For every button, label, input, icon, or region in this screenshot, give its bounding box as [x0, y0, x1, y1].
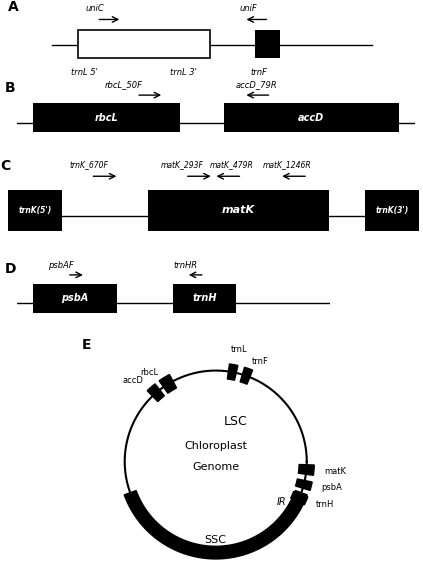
Polygon shape — [298, 465, 314, 475]
Bar — [365, 189, 419, 230]
Bar — [173, 284, 236, 313]
Text: D: D — [4, 262, 16, 276]
Bar — [224, 103, 398, 132]
Bar — [33, 103, 180, 132]
Polygon shape — [159, 375, 176, 393]
Text: trnHR: trnHR — [173, 260, 198, 269]
Text: matK_1246R: matK_1246R — [263, 160, 311, 169]
Polygon shape — [296, 479, 312, 490]
Text: accD: accD — [122, 376, 143, 385]
Text: IR: IR — [277, 497, 286, 507]
Polygon shape — [291, 492, 308, 505]
Text: C: C — [0, 159, 11, 173]
Text: B: B — [5, 81, 16, 95]
Text: accD: accD — [298, 113, 324, 123]
Text: matK: matK — [222, 205, 255, 215]
Text: IR: IR — [127, 497, 137, 507]
Text: trnL 5': trnL 5' — [71, 68, 98, 76]
Text: accD_79R: accD_79R — [236, 81, 277, 89]
Text: rbcL_50F: rbcL_50F — [104, 81, 143, 89]
Text: rbcL: rbcL — [94, 113, 118, 123]
Polygon shape — [147, 384, 165, 402]
Text: trnF: trnF — [252, 358, 269, 366]
Text: matK_479R: matK_479R — [209, 160, 253, 169]
Text: matK_293F: matK_293F — [160, 160, 203, 169]
Text: trnK(5'): trnK(5') — [19, 206, 52, 215]
Text: trnL 3': trnL 3' — [170, 68, 197, 76]
Bar — [255, 30, 280, 58]
Text: Chloroplast: Chloroplast — [184, 442, 247, 452]
Bar — [8, 189, 62, 230]
Text: psbAF: psbAF — [48, 260, 74, 269]
Text: psbA: psbA — [61, 293, 88, 303]
Text: trnL: trnL — [231, 345, 247, 354]
Polygon shape — [240, 368, 253, 384]
Text: LSC: LSC — [224, 415, 248, 427]
Text: psbA: psbA — [321, 483, 342, 492]
Text: rbcL: rbcL — [140, 368, 158, 377]
Text: trnF: trnF — [251, 68, 268, 76]
Text: E: E — [82, 338, 91, 352]
Polygon shape — [227, 364, 238, 380]
Text: uniF: uniF — [240, 4, 258, 14]
Bar — [33, 284, 117, 313]
Text: uniC: uniC — [85, 4, 104, 14]
Text: trnH: trnH — [316, 500, 334, 509]
Text: matK: matK — [324, 466, 346, 476]
Text: A: A — [8, 0, 19, 14]
Text: SSC: SSC — [205, 535, 227, 545]
Polygon shape — [124, 490, 307, 559]
Bar — [148, 189, 329, 230]
Text: trnK(3'): trnK(3') — [376, 206, 409, 215]
Text: Genome: Genome — [192, 462, 239, 472]
Text: trnK_670F: trnK_670F — [70, 160, 109, 169]
Text: trnH: trnH — [192, 293, 217, 303]
Bar — [78, 30, 211, 58]
